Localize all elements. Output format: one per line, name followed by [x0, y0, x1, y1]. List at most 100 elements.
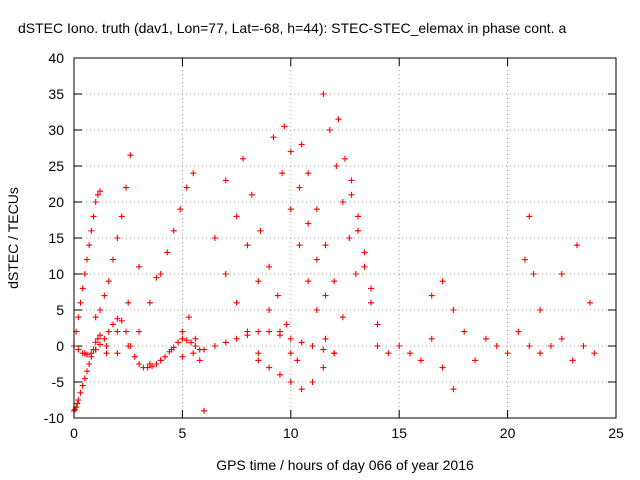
data-point	[407, 350, 414, 357]
data-point	[92, 314, 99, 321]
data-point	[136, 328, 143, 335]
data-point	[103, 343, 110, 349]
data-point	[266, 328, 273, 335]
y-tick-label: 20	[48, 194, 64, 210]
data-point	[472, 357, 479, 364]
x-tick-label: 15	[391, 425, 407, 441]
data-point	[255, 278, 262, 285]
data-point	[296, 242, 303, 249]
series-11	[240, 155, 301, 364]
data-point	[131, 353, 138, 360]
y-tick-label: 25	[48, 158, 64, 174]
data-point	[81, 350, 88, 357]
data-point	[361, 249, 368, 256]
data-point	[287, 206, 294, 213]
data-point	[175, 339, 182, 346]
data-point	[313, 307, 320, 313]
series-20	[428, 278, 457, 313]
data-point	[320, 91, 327, 97]
data-point	[101, 292, 108, 299]
data-point	[88, 227, 95, 234]
data-point	[75, 314, 82, 321]
data-point	[342, 155, 348, 162]
data-point	[537, 307, 544, 313]
data-point	[125, 343, 132, 349]
data-point	[84, 256, 91, 263]
data-point	[84, 368, 91, 375]
x-tick-label: 5	[179, 425, 187, 441]
data-point	[146, 299, 153, 306]
data-point	[305, 278, 312, 285]
data-point	[276, 328, 283, 335]
data-point	[81, 375, 88, 382]
series-19	[374, 328, 598, 393]
data-point	[183, 184, 190, 191]
y-tick-label: 15	[48, 230, 64, 246]
data-points	[71, 91, 598, 414]
data-point	[339, 314, 346, 321]
data-point	[374, 321, 381, 328]
x-tick-label: 25	[608, 425, 624, 441]
data-point	[105, 278, 112, 285]
data-point	[348, 191, 355, 198]
data-point	[320, 364, 327, 371]
data-point	[281, 123, 288, 130]
data-point	[537, 350, 544, 357]
data-point	[123, 328, 130, 335]
data-point	[97, 341, 104, 348]
data-point	[192, 335, 199, 342]
data-point	[188, 339, 195, 346]
data-point	[162, 353, 169, 360]
data-point	[201, 346, 208, 353]
data-point	[114, 235, 121, 241]
data-point	[90, 213, 97, 220]
series-16	[335, 116, 375, 306]
data-point	[396, 343, 403, 349]
data-point	[296, 184, 303, 191]
data-point	[530, 271, 537, 277]
data-point	[244, 328, 251, 335]
data-point	[170, 227, 177, 234]
data-point	[368, 299, 375, 306]
data-point	[114, 315, 121, 322]
data-point	[201, 407, 208, 414]
data-point	[368, 285, 375, 292]
y-tick-label: 5	[56, 302, 64, 318]
data-point	[573, 242, 580, 249]
data-point	[75, 346, 82, 353]
series-14	[298, 141, 346, 321]
data-point	[222, 177, 229, 184]
data-point	[493, 343, 500, 349]
data-point	[183, 337, 190, 344]
data-point	[123, 184, 130, 191]
data-point	[92, 199, 99, 205]
data-point	[190, 170, 197, 177]
data-point	[322, 335, 329, 342]
data-point	[385, 350, 392, 357]
data-point	[244, 242, 251, 249]
data-point	[361, 263, 368, 270]
data-point	[346, 235, 353, 241]
data-point	[233, 335, 240, 342]
data-point	[144, 364, 151, 371]
data-point	[118, 213, 125, 220]
data-point	[179, 335, 186, 342]
data-point	[279, 170, 286, 177]
data-point	[94, 335, 101, 342]
data-point	[157, 357, 164, 364]
data-point	[255, 357, 262, 364]
series-12	[270, 134, 329, 342]
series-13	[281, 123, 329, 299]
data-point	[294, 357, 301, 364]
series-3	[92, 152, 134, 321]
data-point	[580, 343, 587, 349]
data-point	[185, 314, 192, 321]
data-point	[428, 335, 435, 342]
data-point	[266, 307, 273, 313]
data-point	[86, 242, 93, 249]
data-point	[558, 335, 565, 342]
data-point	[591, 350, 598, 357]
data-point	[255, 350, 262, 357]
y-tick-label: 0	[56, 338, 64, 354]
data-point	[276, 371, 283, 378]
